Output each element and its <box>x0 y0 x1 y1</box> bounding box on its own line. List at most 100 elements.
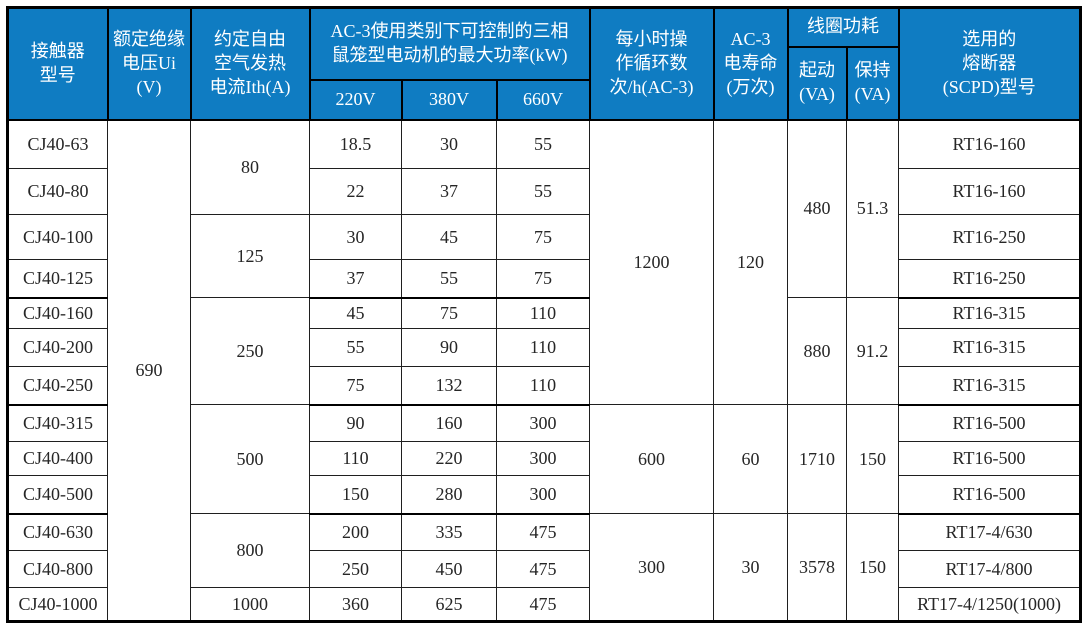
cell-model: CJ40-250 <box>7 366 108 406</box>
table-row: CJ40-160 250 45 75 110 880 91.2 RT16-315 <box>7 297 1082 405</box>
cell-thermal-current: 125 <box>190 214 310 298</box>
cell-hold-va: 91.2 <box>846 297 900 405</box>
cell-thermal-current: 1000 <box>190 587 310 622</box>
cell-power-380v: 280 <box>401 475 497 515</box>
cell-power-660v: 110 <box>495 297 591 329</box>
cell-power-660v: 300 <box>495 475 591 515</box>
cell-power-660v: 300 <box>495 404 591 442</box>
header-operating-cycles: 每小时操 作循环数 次/h(AC-3) <box>588 6 715 121</box>
cell-model: CJ40-63 <box>7 119 108 169</box>
cell-power-380v: 75 <box>401 297 497 329</box>
table-row: CJ40-200 55 90 110 RT16-315 <box>7 328 1082 367</box>
cell-model: CJ40-800 <box>7 550 108 588</box>
cell-start-va: 1710 <box>787 404 848 514</box>
table-row: CJ40-1000 1000 360 625 475 RT17-4/1250(1… <box>7 587 1082 622</box>
table-body: CJ40-63 690 80 18.5 30 55 1200 120 480 5… <box>7 119 1082 622</box>
cell-operating-cycles: 300 <box>589 513 715 622</box>
cell-power-380v: 450 <box>401 550 497 588</box>
cell-power-380v: 30 <box>401 119 497 169</box>
cell-power-380v: 45 <box>401 214 497 260</box>
cell-power-660v: 55 <box>495 119 591 169</box>
cell-hold-va: 150 <box>846 513 900 622</box>
cell-power-660v: 55 <box>495 168 591 215</box>
cell-model: CJ40-1000 <box>7 587 108 622</box>
cell-thermal-current: 80 <box>190 119 310 215</box>
table-row: CJ40-400 110 220 300 RT16-500 <box>7 441 1082 476</box>
cell-power-660v: 110 <box>495 366 591 406</box>
cell-power-660v: 75 <box>495 259 591 299</box>
cell-power-380v: 625 <box>401 587 497 622</box>
header-thermal-current: 约定自由 空气发热 电流Ith(A) <box>189 6 311 121</box>
cell-power-220v: 45 <box>309 297 402 329</box>
cell-fuse: RT16-250 <box>898 259 1082 299</box>
cell-thermal-current: 250 <box>190 297 310 405</box>
cell-power-380v: 335 <box>401 513 497 551</box>
cell-power-660v: 475 <box>495 550 591 588</box>
cell-fuse: RT17-4/630 <box>898 513 1082 551</box>
cell-rated-insulation-voltage: 690 <box>107 119 191 622</box>
cell-fuse: RT16-160 <box>898 168 1082 215</box>
cell-model: CJ40-500 <box>7 475 108 515</box>
cell-fuse: RT17-4/800 <box>898 550 1082 588</box>
cell-start-va: 880 <box>787 297 848 405</box>
cell-power-220v: 200 <box>309 513 402 551</box>
cell-fuse: RT16-500 <box>898 475 1082 515</box>
header-ac3-max-power: AC-3使用类别下可控制的三相 鼠笼型电动机的最大功率(kW) <box>308 6 591 81</box>
cell-power-380v: 160 <box>401 404 497 442</box>
cell-model: CJ40-160 <box>7 297 108 329</box>
header-220v: 220V <box>308 78 403 121</box>
cell-start-va: 3578 <box>787 513 848 622</box>
header-fuse: 选用的 熔断器 (SCPD)型号 <box>897 6 1082 121</box>
cell-power-660v: 300 <box>495 441 591 476</box>
cell-power-380v: 132 <box>401 366 497 406</box>
cell-model: CJ40-125 <box>7 259 108 299</box>
table-row: CJ40-500 150 280 300 RT16-500 <box>7 475 1082 515</box>
cell-fuse: RT17-4/1250(1000) <box>898 587 1082 622</box>
cell-power-220v: 30 <box>309 214 402 260</box>
cell-thermal-current: 500 <box>190 404 310 514</box>
cell-fuse: RT16-315 <box>898 366 1082 406</box>
cell-model: CJ40-630 <box>7 513 108 551</box>
cell-power-220v: 18.5 <box>309 119 402 169</box>
cell-power-220v: 90 <box>309 404 402 442</box>
cell-model: CJ40-315 <box>7 404 108 442</box>
table-row: CJ40-100 125 30 45 75 RT16-250 <box>7 214 1082 298</box>
cell-operating-cycles: 1200 <box>589 119 715 405</box>
table-row: CJ40-315 500 90 160 300 600 60 1710 150 … <box>7 404 1082 514</box>
table-row: CJ40-250 75 132 110 RT16-315 <box>7 366 1082 406</box>
cell-fuse: RT16-250 <box>898 214 1082 260</box>
cell-power-220v: 37 <box>309 259 402 299</box>
cell-model: CJ40-80 <box>7 168 108 215</box>
cell-power-220v: 55 <box>309 328 402 367</box>
table-row: CJ40-125 37 55 75 RT16-250 <box>7 259 1082 299</box>
cell-power-220v: 250 <box>309 550 402 588</box>
cell-power-380v: 55 <box>401 259 497 299</box>
table-row: CJ40-630 800 200 335 475 300 30 3578 150… <box>7 513 1082 622</box>
cell-fuse: RT16-315 <box>898 328 1082 367</box>
cell-electrical-life: 60 <box>713 404 789 514</box>
cell-power-220v: 22 <box>309 168 402 215</box>
header-rated-insulation-voltage: 额定绝缘 电压Ui (V) <box>106 6 192 121</box>
cell-power-380v: 90 <box>401 328 497 367</box>
table-header: 接触器 型号 额定绝缘 电压Ui (V) 约定自由 空气发热 电流Ith(A) … <box>6 6 1082 121</box>
header-model: 接触器 型号 <box>6 6 109 121</box>
cell-electrical-life: 30 <box>713 513 789 622</box>
cell-power-220v: 150 <box>309 475 402 515</box>
cell-power-380v: 220 <box>401 441 497 476</box>
cell-model: CJ40-400 <box>7 441 108 476</box>
table-row: CJ40-800 250 450 475 RT17-4/800 <box>7 550 1082 588</box>
header-660v: 660V <box>495 78 591 121</box>
cell-model: CJ40-200 <box>7 328 108 367</box>
cell-power-220v: 360 <box>309 587 402 622</box>
cell-electrical-life: 120 <box>713 119 789 405</box>
header-hold-va: 保持 (VA) <box>845 45 900 121</box>
cell-start-va: 480 <box>787 119 848 298</box>
cell-power-660v: 75 <box>495 214 591 260</box>
cell-fuse: RT16-500 <box>898 441 1082 476</box>
cell-power-660v: 110 <box>495 328 591 367</box>
cell-model: CJ40-100 <box>7 214 108 260</box>
cell-power-380v: 37 <box>401 168 497 215</box>
cell-fuse: RT16-160 <box>898 119 1082 169</box>
header-coil-power: 线圈功耗 <box>786 6 900 48</box>
